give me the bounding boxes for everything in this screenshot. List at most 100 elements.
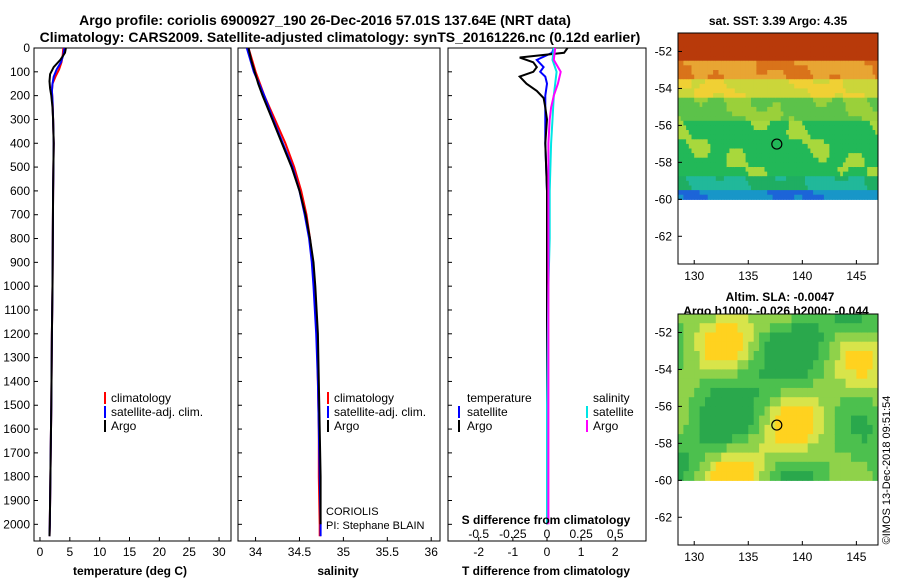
sst-map-cell [742, 79, 747, 85]
sla-map-cell [694, 360, 701, 370]
sst-map-cell [813, 153, 817, 159]
sst-map-cell [737, 74, 741, 80]
sst-map-cell [705, 162, 709, 168]
sla-map-cell [737, 452, 744, 463]
sst-map-cell [840, 60, 844, 66]
sst-map-cell [834, 171, 839, 177]
sst-map-cell [848, 79, 852, 85]
sst-map-cell [732, 46, 736, 53]
sla-map-cell [791, 332, 798, 343]
sst-map-cell [848, 102, 852, 108]
sst-map-cell [829, 116, 833, 122]
sla-map-cell [753, 424, 760, 435]
sst-map-cell [764, 171, 768, 177]
sst-map-cell [767, 46, 771, 53]
sst-map-cell [821, 125, 825, 131]
sst-map-cell [694, 88, 698, 94]
sst-map-cell [742, 37, 747, 43]
sla-map-cell [683, 332, 690, 343]
sst-map-cell [823, 70, 828, 76]
sst-map-cell [710, 46, 714, 53]
sst-map-cell [696, 33, 701, 39]
depth-tick-label: 0 [23, 41, 30, 55]
sst-map-cell [713, 120, 717, 126]
sst-map-cell [875, 180, 878, 186]
sst-map-cell [691, 171, 695, 177]
lat-tick-label: -54 [655, 81, 673, 95]
sla-map-cell [715, 332, 722, 343]
sst-map-cell [864, 143, 868, 150]
sst-map-cell [761, 88, 766, 94]
sst-map-cell [864, 51, 868, 57]
sst-map-cell [696, 176, 701, 182]
sst-map-cell [759, 148, 763, 154]
sst-map-cell [848, 185, 852, 191]
sla-map-cell [867, 406, 874, 417]
sst-map-cell [791, 139, 795, 145]
sst-map-cell [726, 157, 730, 163]
sla-map-cell [678, 406, 684, 417]
sst-map-cell [864, 139, 868, 145]
sst-map-cell [713, 171, 717, 177]
sst-map-cell [845, 56, 849, 62]
sst-map-cell [751, 70, 755, 76]
sla-map-cell [867, 369, 874, 380]
sst-map-cell [756, 83, 760, 89]
sst-map-cell [772, 130, 776, 136]
sst-map-cell [751, 139, 755, 145]
sst-map-cell [702, 167, 706, 173]
sst-map-cell [737, 70, 741, 76]
sst-map-cell [872, 162, 876, 168]
sst-map-cell [686, 88, 690, 94]
sst-map-cell [759, 111, 763, 117]
sst-map-cell [851, 120, 855, 126]
sla-map-cell [867, 461, 874, 472]
sst-map-cell [694, 51, 698, 57]
sla-map-cell [861, 314, 868, 324]
sst-map-cell [761, 190, 766, 196]
sst-map-cell [748, 167, 752, 173]
sst-map-cell [688, 125, 693, 131]
sla-map-cell [748, 452, 755, 463]
sla-map-cell [856, 387, 863, 398]
sst-map-cell [834, 37, 839, 43]
sst-map-cell [810, 88, 814, 94]
sla-map-cell [769, 443, 776, 454]
sst-map-cell [794, 97, 798, 103]
sst-map-cell [861, 79, 866, 85]
sst-map-cell [818, 171, 822, 177]
sst-map-cell [699, 125, 703, 131]
sla-map-cell [759, 314, 766, 324]
sla-map-cell [780, 397, 787, 407]
sst-map-cell [723, 143, 728, 150]
sst-map-cell [802, 88, 806, 94]
sst-map-cell [683, 157, 687, 163]
sst-map-cell [691, 194, 695, 200]
sla-map-cell [829, 387, 836, 398]
sla-map-cell [851, 397, 857, 407]
sst-map-cell [791, 70, 795, 76]
sst-map-cell [837, 190, 841, 196]
sst-map-cell [759, 106, 763, 113]
sst-map-cell [767, 130, 771, 136]
sla-map-cell [818, 461, 825, 472]
sst-map-cell [705, 134, 709, 140]
sst-map-cell [748, 74, 752, 80]
sst-map-cell [699, 79, 703, 85]
sst-map-cell [783, 46, 787, 53]
sst-map-cell [823, 60, 828, 66]
sst-map-cell [753, 180, 757, 186]
sst-map-cell [751, 56, 755, 62]
sst-map-cell [737, 56, 741, 62]
sst-map-cell [834, 162, 839, 168]
depth-tick-label: 100 [10, 65, 30, 79]
sla-map-cell [802, 332, 809, 343]
sla-map-cell [861, 471, 868, 481]
sst-map-cell [699, 111, 703, 117]
sst-map-cell [829, 185, 833, 191]
sst-map-cell [688, 65, 693, 71]
sst-map-cell [705, 153, 709, 159]
sst-map-cell [832, 93, 836, 99]
sst-map-cell [829, 83, 833, 89]
sst-map-cell [851, 162, 855, 168]
